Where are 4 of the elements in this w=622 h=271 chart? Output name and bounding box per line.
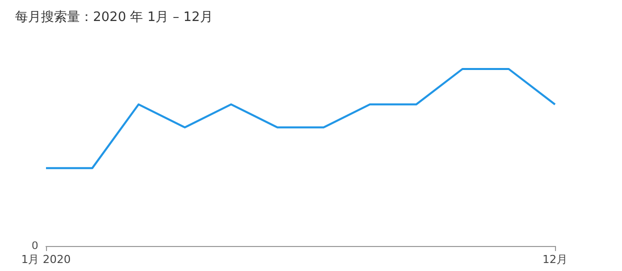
text: 0 (32, 240, 38, 252)
chart-title: 每月搜索量：2020 年 1月 – 12月 (15, 10, 213, 25)
x-tick-label: 1月 2020 (21, 253, 71, 266)
x-tick-label: 12月 (542, 253, 568, 266)
